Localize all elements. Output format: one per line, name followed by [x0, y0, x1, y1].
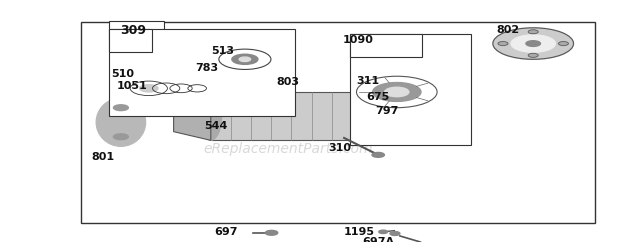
Circle shape	[232, 54, 258, 64]
Ellipse shape	[200, 92, 222, 140]
Ellipse shape	[361, 92, 383, 140]
Text: 310: 310	[329, 143, 352, 153]
Text: 1195: 1195	[344, 227, 375, 237]
Circle shape	[356, 76, 437, 108]
Text: eReplacementParts.com: eReplacementParts.com	[203, 142, 373, 156]
Circle shape	[267, 55, 276, 58]
Circle shape	[220, 53, 229, 56]
Circle shape	[498, 42, 508, 45]
Circle shape	[261, 62, 270, 66]
Text: 697: 697	[214, 227, 237, 237]
Circle shape	[379, 230, 388, 234]
Circle shape	[265, 230, 278, 235]
Circle shape	[219, 49, 271, 69]
Text: 510: 510	[111, 69, 135, 79]
Circle shape	[372, 152, 384, 157]
Circle shape	[229, 64, 238, 67]
Bar	[108, 29, 294, 116]
Circle shape	[261, 53, 270, 56]
Text: 697A: 697A	[363, 237, 395, 242]
Circle shape	[241, 64, 249, 68]
Circle shape	[390, 232, 400, 235]
Circle shape	[511, 35, 556, 52]
Circle shape	[113, 134, 128, 140]
Circle shape	[252, 64, 260, 67]
Circle shape	[267, 60, 276, 64]
Circle shape	[270, 58, 278, 61]
Bar	[108, 29, 152, 52]
Circle shape	[559, 42, 569, 45]
Bar	[81, 22, 595, 223]
Polygon shape	[174, 92, 211, 140]
Text: 803: 803	[276, 77, 299, 87]
Circle shape	[241, 51, 249, 54]
Bar	[350, 34, 422, 57]
Circle shape	[113, 105, 128, 111]
Text: 311: 311	[356, 76, 379, 86]
Circle shape	[130, 81, 167, 96]
Circle shape	[214, 60, 223, 64]
Text: 801: 801	[92, 152, 115, 162]
Circle shape	[493, 28, 574, 59]
Circle shape	[153, 83, 180, 94]
Circle shape	[528, 30, 538, 34]
Circle shape	[140, 85, 158, 92]
Circle shape	[239, 57, 250, 61]
Circle shape	[373, 83, 421, 101]
Text: 309: 309	[120, 24, 146, 37]
Circle shape	[220, 62, 229, 66]
Circle shape	[188, 85, 206, 92]
Circle shape	[384, 87, 409, 97]
Text: 513: 513	[211, 46, 234, 56]
Text: 797: 797	[375, 106, 399, 116]
Text: 1051: 1051	[117, 81, 148, 91]
Text: 783: 783	[195, 63, 218, 73]
Text: 1090: 1090	[343, 35, 374, 45]
Circle shape	[229, 51, 238, 55]
Bar	[108, 21, 164, 39]
Bar	[211, 92, 372, 140]
Text: 675: 675	[366, 92, 389, 102]
Bar	[350, 34, 471, 145]
Text: 802: 802	[496, 25, 519, 35]
Circle shape	[252, 51, 260, 55]
Text: 544: 544	[205, 121, 228, 131]
Circle shape	[211, 58, 220, 61]
Ellipse shape	[96, 98, 146, 146]
Circle shape	[170, 84, 192, 93]
Circle shape	[214, 55, 223, 58]
Circle shape	[526, 41, 541, 46]
Circle shape	[528, 53, 538, 57]
